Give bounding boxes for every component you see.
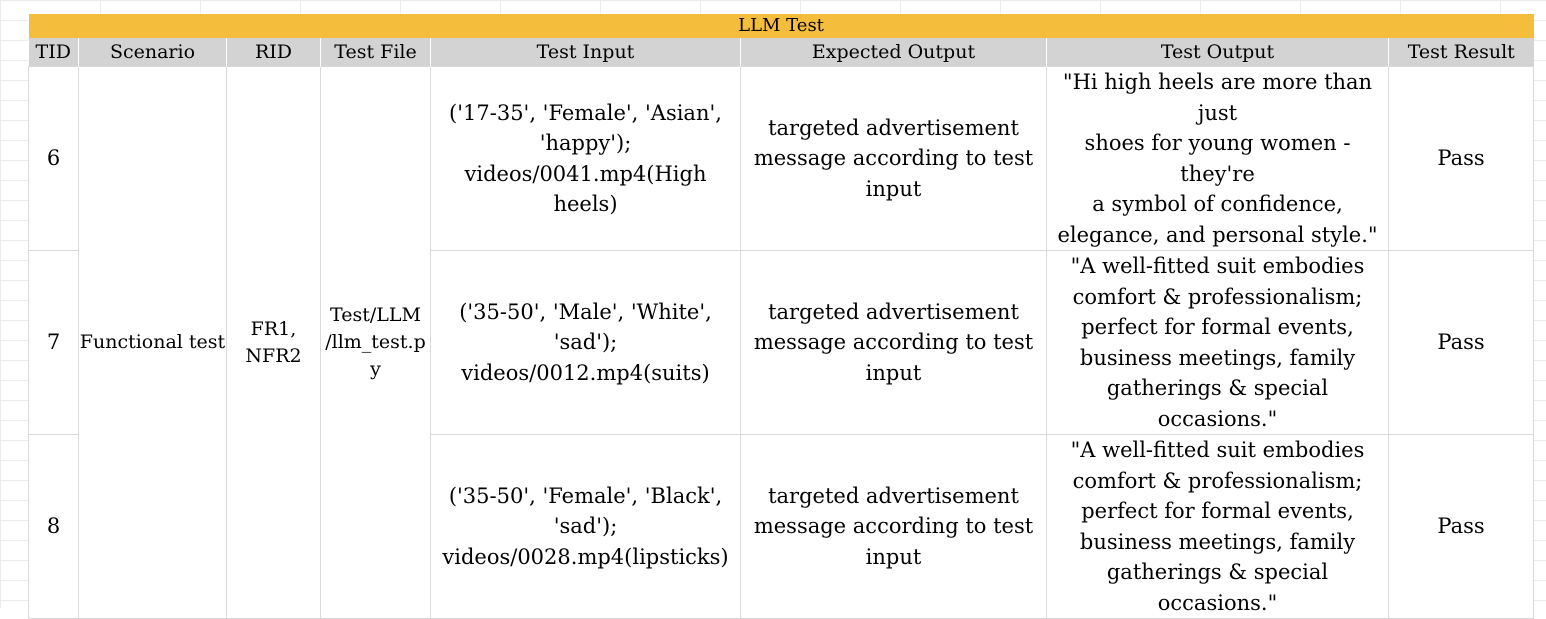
cell-test-output[interactable]: "A well-fitted suit embodies comfort & p… xyxy=(1046,434,1389,619)
cell-test-input[interactable]: ('35-50', 'Male', 'White', 'sad'); video… xyxy=(430,250,741,435)
cell-test-output[interactable]: "Hi high heels are more than just shoes … xyxy=(1046,66,1389,251)
cell-test-result[interactable]: Pass xyxy=(1387,434,1535,619)
cell-test-file[interactable]: Test/LLM /llm_test.p y xyxy=(320,66,431,619)
cell-rid[interactable]: FR1, NFR2 xyxy=(226,66,321,619)
cell-tid[interactable]: 6 xyxy=(28,66,79,251)
cell-tid[interactable]: 8 xyxy=(28,434,79,619)
cell-expected-output[interactable]: targeted advertisement message according… xyxy=(740,66,1047,251)
table-row: 6 Functional test FR1, NFR2 Test/LLM /ll… xyxy=(28,66,1535,619)
cell-test-input[interactable]: ('35-50', 'Female', 'Black', 'sad'); vid… xyxy=(430,434,741,619)
cell-tid[interactable]: 7 xyxy=(28,250,79,435)
cell-scenario[interactable]: Functional test xyxy=(78,66,227,619)
table-row: 8 ('35-50', 'Female', 'Black', 'sad'); v… xyxy=(28,434,1535,619)
table-title[interactable]: LLM Test xyxy=(28,14,1534,38)
cell-test-output[interactable]: "A well-fitted suit embodies comfort & p… xyxy=(1046,250,1389,435)
header-tid[interactable]: TID xyxy=(28,38,79,67)
header-test-file[interactable]: Test File xyxy=(320,38,431,67)
header-rid[interactable]: RID xyxy=(226,38,321,67)
header-test-result[interactable]: Test Result xyxy=(1387,38,1534,67)
header-test-input[interactable]: Test Input xyxy=(430,38,741,67)
header-test-output[interactable]: Test Output xyxy=(1046,38,1389,67)
cell-expected-output[interactable]: targeted advertisement message according… xyxy=(740,434,1047,619)
header-row: TID Scenario RID Test File Test Input Ex… xyxy=(28,38,1534,67)
header-expected-output[interactable]: Expected Output xyxy=(740,38,1047,67)
table-row: 7 ('35-50', 'Male', 'White', 'sad'); vid… xyxy=(28,250,1535,435)
title-row: LLM Test xyxy=(28,14,1534,38)
cell-test-result[interactable]: Pass xyxy=(1387,250,1535,435)
cell-test-input[interactable]: ('17-35', 'Female', 'Asian', 'happy'); v… xyxy=(430,66,741,251)
cell-expected-output[interactable]: targeted advertisement message according… xyxy=(740,250,1047,435)
header-scenario[interactable]: Scenario xyxy=(78,38,227,67)
cell-test-result[interactable]: Pass xyxy=(1387,66,1535,251)
llm-test-table: LLM Test TID Scenario RID Test File Test… xyxy=(28,14,1535,619)
